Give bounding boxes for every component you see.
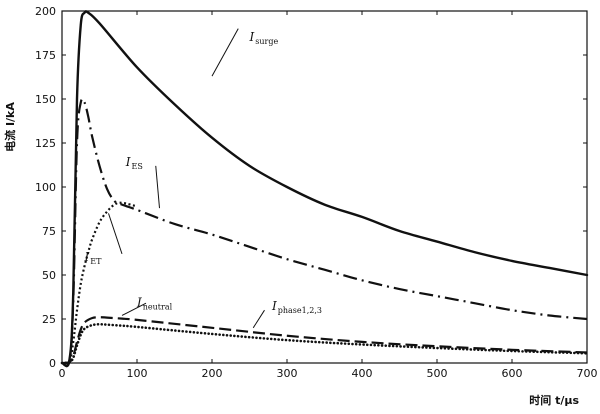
annotation-label-et: IET — [84, 250, 103, 266]
axes: 0 100 200 300 400 500 600 700 0 25 50 75 100 125 150 17… — [35, 5, 598, 380]
y-tick-label: 0 — [49, 357, 56, 370]
annotations: Isurge IES IET Ineutral Iphase1,2,3 — [84, 28, 322, 329]
annotation-label-surge: Isurge — [249, 30, 279, 46]
y-axis-label: 电流 I/kA — [3, 102, 17, 152]
series-line-phase — [60, 322, 589, 365]
x-tick-label: 0 — [59, 367, 66, 380]
series-line-neutral — [61, 316, 588, 365]
annotation-leader-neutral — [121, 302, 147, 316]
annotation-leader-surge — [211, 28, 239, 77]
x-tick-label: 200 — [202, 367, 223, 380]
series-line-et — [61, 201, 138, 365]
x-tick-label: 400 — [352, 367, 373, 380]
y-tick-label: 25 — [42, 313, 56, 326]
y-tick-label: 75 — [42, 225, 56, 238]
x-tick-label: 300 — [277, 367, 298, 380]
x-axis-label: 时间 t/μs — [529, 393, 579, 407]
series-line-es — [61, 97, 588, 368]
series-line-surge — [60, 10, 589, 367]
annotation-label-es: IES — [125, 155, 143, 171]
annotation-leader-et — [108, 213, 123, 255]
y-tick-label: 150 — [35, 93, 56, 106]
x-tick-label: 700 — [577, 367, 598, 380]
y-tick-label: 175 — [35, 49, 56, 62]
y-tick-label: 100 — [35, 181, 56, 194]
annotation-leader-es — [155, 165, 160, 209]
x-tick-label: 500 — [427, 367, 448, 380]
annotation-leader-phase — [252, 309, 265, 329]
y-tick-label: 50 — [42, 269, 56, 282]
annotation-label-phase: Iphase1,2,3 — [271, 299, 322, 315]
y-tick-label: 125 — [35, 137, 56, 150]
y-tick-label: 200 — [35, 5, 56, 18]
x-tick-label: 100 — [127, 367, 148, 380]
curves — [60, 10, 589, 368]
x-tick-label: 600 — [502, 367, 523, 380]
annotation-label-neutral: Ineutral — [136, 296, 173, 312]
